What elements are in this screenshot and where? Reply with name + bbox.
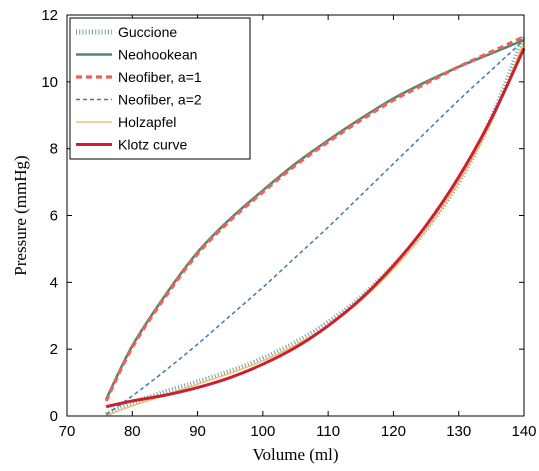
legend-label-holzapfel: Holzapfel	[118, 114, 176, 130]
legend-label-neofiber-a-2: Neofiber, a=2	[118, 92, 202, 108]
x-tick-label: 130	[446, 423, 471, 440]
series-line-neofiber-a-2	[105, 39, 525, 415]
series-layer	[104, 34, 527, 417]
x-tick-label: 90	[189, 423, 206, 440]
y-tick-label: 12	[41, 7, 58, 24]
x-axis-label: Volume (ml)	[252, 445, 338, 464]
x-tick-label: 110	[316, 423, 340, 440]
x-tick-label: 80	[124, 423, 141, 440]
legend-label-neofiber-a-1: Neofiber, a=1	[118, 69, 202, 85]
axes-layer: 70 80 90 100 110 120 130 140 0 2 4 6 8 10 12	[41, 7, 536, 440]
y-tick-label: 4	[50, 274, 58, 291]
y-tick-label: 10	[41, 74, 58, 91]
y-axis-label: Pressure (mmHg)	[11, 155, 30, 275]
x-tick-label: 100	[250, 423, 275, 440]
series-line-klotz-curve	[105, 47, 526, 409]
series-line-neofiber-a-1	[104, 35, 525, 402]
series-line-guccione	[105, 34, 527, 417]
legend-label-neohookean: Neohookean	[118, 47, 197, 63]
x-tick-label: 70	[59, 423, 76, 440]
y-tick-label: 6	[50, 208, 58, 225]
x-tick-label: 120	[381, 423, 406, 440]
legend-box	[69, 17, 251, 160]
legend: Guccione Neohookean Neofiber, a=1 Neofiber,…	[69, 17, 251, 160]
legend-label-guccione: Guccione	[118, 24, 177, 40]
legend-label-klotz-curve: Klotz curve	[118, 137, 187, 153]
x-tick-label: 140	[511, 423, 536, 440]
y-tick-label: 2	[50, 341, 58, 358]
y-tick-label: 0	[50, 408, 58, 425]
y-tick-label: 8	[50, 141, 58, 158]
